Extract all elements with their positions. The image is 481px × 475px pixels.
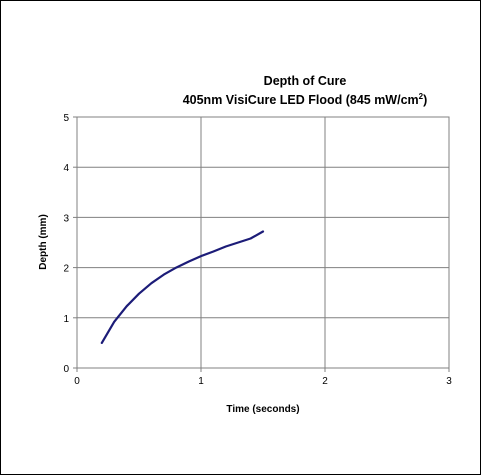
- chart-subtitle: 405nm VisiCure LED Flood (845 mW/cm2): [140, 89, 470, 108]
- chart-subtitle-superscript: 2: [418, 92, 424, 101]
- chart-title: Depth of Cure: [263, 74, 347, 88]
- y-tick-label: 2: [63, 264, 69, 275]
- x-tick-label: 2: [322, 376, 328, 387]
- chart-title-block: Depth of Cure 405nm VisiCure LED Flood (…: [140, 74, 470, 108]
- plot-area-border: [76, 116, 450, 369]
- y-axis-title: Depth (mm): [38, 214, 49, 270]
- series-line: [100, 230, 265, 344]
- y-tick-label: 3: [63, 213, 69, 224]
- gridlines: [77, 117, 449, 368]
- data-series: [100, 230, 265, 344]
- x-tick-label: 3: [446, 376, 452, 387]
- y-tick-label: 1: [63, 314, 69, 325]
- chart-subtitle-main: 405nm VisiCure LED Flood (845 mW/cm: [182, 93, 419, 108]
- y-tick-labels: 0 1 2 3 4 5: [63, 113, 77, 375]
- x-tick-label: 0: [74, 376, 80, 387]
- y-tick-label: 0: [63, 364, 69, 375]
- y-tick-label: 4: [63, 163, 69, 174]
- chart-subtitle-end: ): [423, 93, 428, 108]
- x-axis-title: Time (seconds): [226, 404, 299, 415]
- x-tick-labels: 0 1 2 3: [74, 368, 452, 387]
- x-tick-label: 1: [198, 376, 204, 387]
- y-tick-label: 5: [63, 113, 69, 124]
